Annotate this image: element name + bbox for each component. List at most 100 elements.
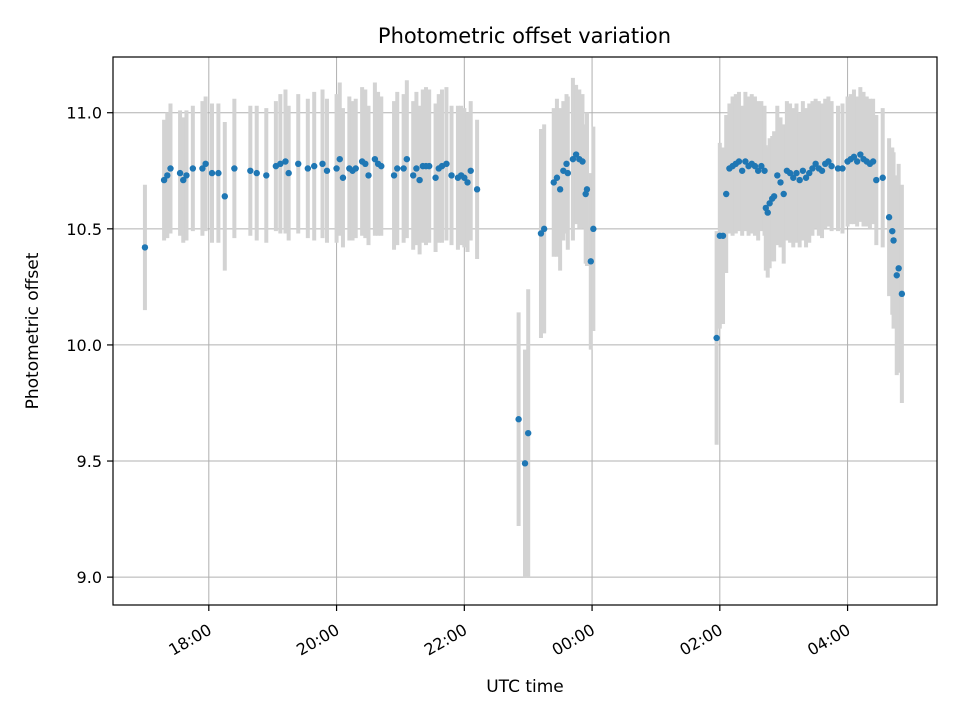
data-point: [141, 244, 149, 251]
data-point: [416, 176, 423, 184]
data-point: [802, 174, 810, 181]
x-tick-label: 18:00: [165, 620, 214, 660]
x-tick-label: 20:00: [293, 620, 342, 660]
data-point: [400, 165, 407, 172]
data-point: [390, 172, 398, 179]
data-point: [583, 186, 591, 193]
data-point: [263, 172, 270, 179]
plot-frame: [112, 56, 938, 606]
data-point: [537, 230, 545, 237]
data-point: [587, 258, 594, 265]
data-point: [521, 460, 529, 467]
data-point: [556, 186, 564, 193]
data-point: [461, 174, 468, 181]
data-point: [761, 167, 768, 174]
data-point: [764, 209, 771, 216]
y-tick-label: 10.5: [66, 220, 102, 239]
data-point: [464, 179, 471, 186]
y-tick-label: 9.0: [77, 568, 102, 587]
x-tick-label: 04:00: [804, 620, 853, 660]
data-point: [403, 155, 411, 163]
data-point: [809, 165, 816, 172]
y-tick-label: 9.5: [77, 452, 102, 471]
data-point: [413, 165, 420, 172]
data-point: [839, 165, 846, 172]
data-point: [828, 162, 835, 170]
data-point: [796, 176, 803, 184]
data-point: [735, 158, 743, 165]
y-tick-label: 10.0: [66, 336, 102, 355]
data-point: [336, 155, 343, 163]
data-point: [467, 167, 474, 174]
chart-title: Photometric offset variation: [378, 24, 671, 48]
y-tick-label: 11.0: [66, 104, 102, 123]
data-point: [563, 160, 570, 168]
data-point: [742, 158, 749, 165]
data-point: [524, 429, 532, 437]
data-point: [754, 167, 762, 174]
data-point: [277, 160, 284, 168]
data-point: [167, 165, 174, 172]
data-point: [890, 237, 897, 244]
data-point: [719, 232, 727, 239]
data-point: [879, 174, 886, 181]
data-point: [352, 165, 359, 172]
data-point: [202, 160, 209, 168]
data-point: [738, 167, 746, 174]
data-point: [304, 165, 312, 172]
data-point: [818, 167, 826, 174]
data-point: [215, 169, 222, 177]
data-point: [857, 151, 864, 158]
data-point: [247, 167, 254, 174]
data-point: [253, 169, 260, 177]
data-point: [770, 193, 778, 200]
error-bars: [142, 77, 904, 578]
data-point: [282, 158, 289, 165]
data-point: [425, 162, 433, 170]
data-point: [850, 153, 858, 161]
x-tick-label: 22:00: [421, 620, 470, 660]
data-point: [895, 265, 902, 272]
data-point: [189, 165, 197, 172]
data-point: [579, 158, 586, 165]
data-point: [323, 167, 331, 174]
data-point: [160, 176, 168, 184]
data-point: [176, 169, 184, 177]
data-point: [893, 272, 900, 279]
data-point: [806, 169, 813, 177]
data-point: [333, 165, 340, 172]
data-point: [180, 176, 187, 184]
data-point: [295, 160, 302, 168]
data-point: [443, 160, 450, 168]
data-point: [371, 155, 379, 163]
data-point: [777, 179, 784, 186]
data-point: [221, 193, 228, 200]
data-point: [564, 169, 571, 177]
data-point: [365, 172, 372, 179]
data-point: [208, 169, 216, 177]
data-point: [869, 158, 877, 165]
data-point: [590, 225, 597, 233]
data-point: [515, 416, 522, 423]
data-point: [183, 172, 190, 179]
data-point: [853, 158, 861, 165]
data-point: [199, 165, 206, 172]
data-point: [834, 165, 842, 172]
data-point: [394, 165, 401, 172]
data-point: [799, 167, 807, 174]
data-point: [285, 169, 292, 177]
data-point: [758, 162, 765, 170]
data-point: [786, 169, 794, 177]
data-point: [751, 162, 759, 170]
data-point: [885, 214, 893, 221]
data-point: [812, 160, 819, 168]
x-tick-label: 00:00: [549, 620, 598, 660]
data-point: [362, 160, 369, 168]
data-point: [723, 190, 730, 198]
data-point: [774, 172, 781, 179]
data-point: [432, 174, 439, 181]
data-point: [540, 225, 548, 233]
data-point: [231, 165, 238, 172]
data-point: [410, 172, 417, 179]
